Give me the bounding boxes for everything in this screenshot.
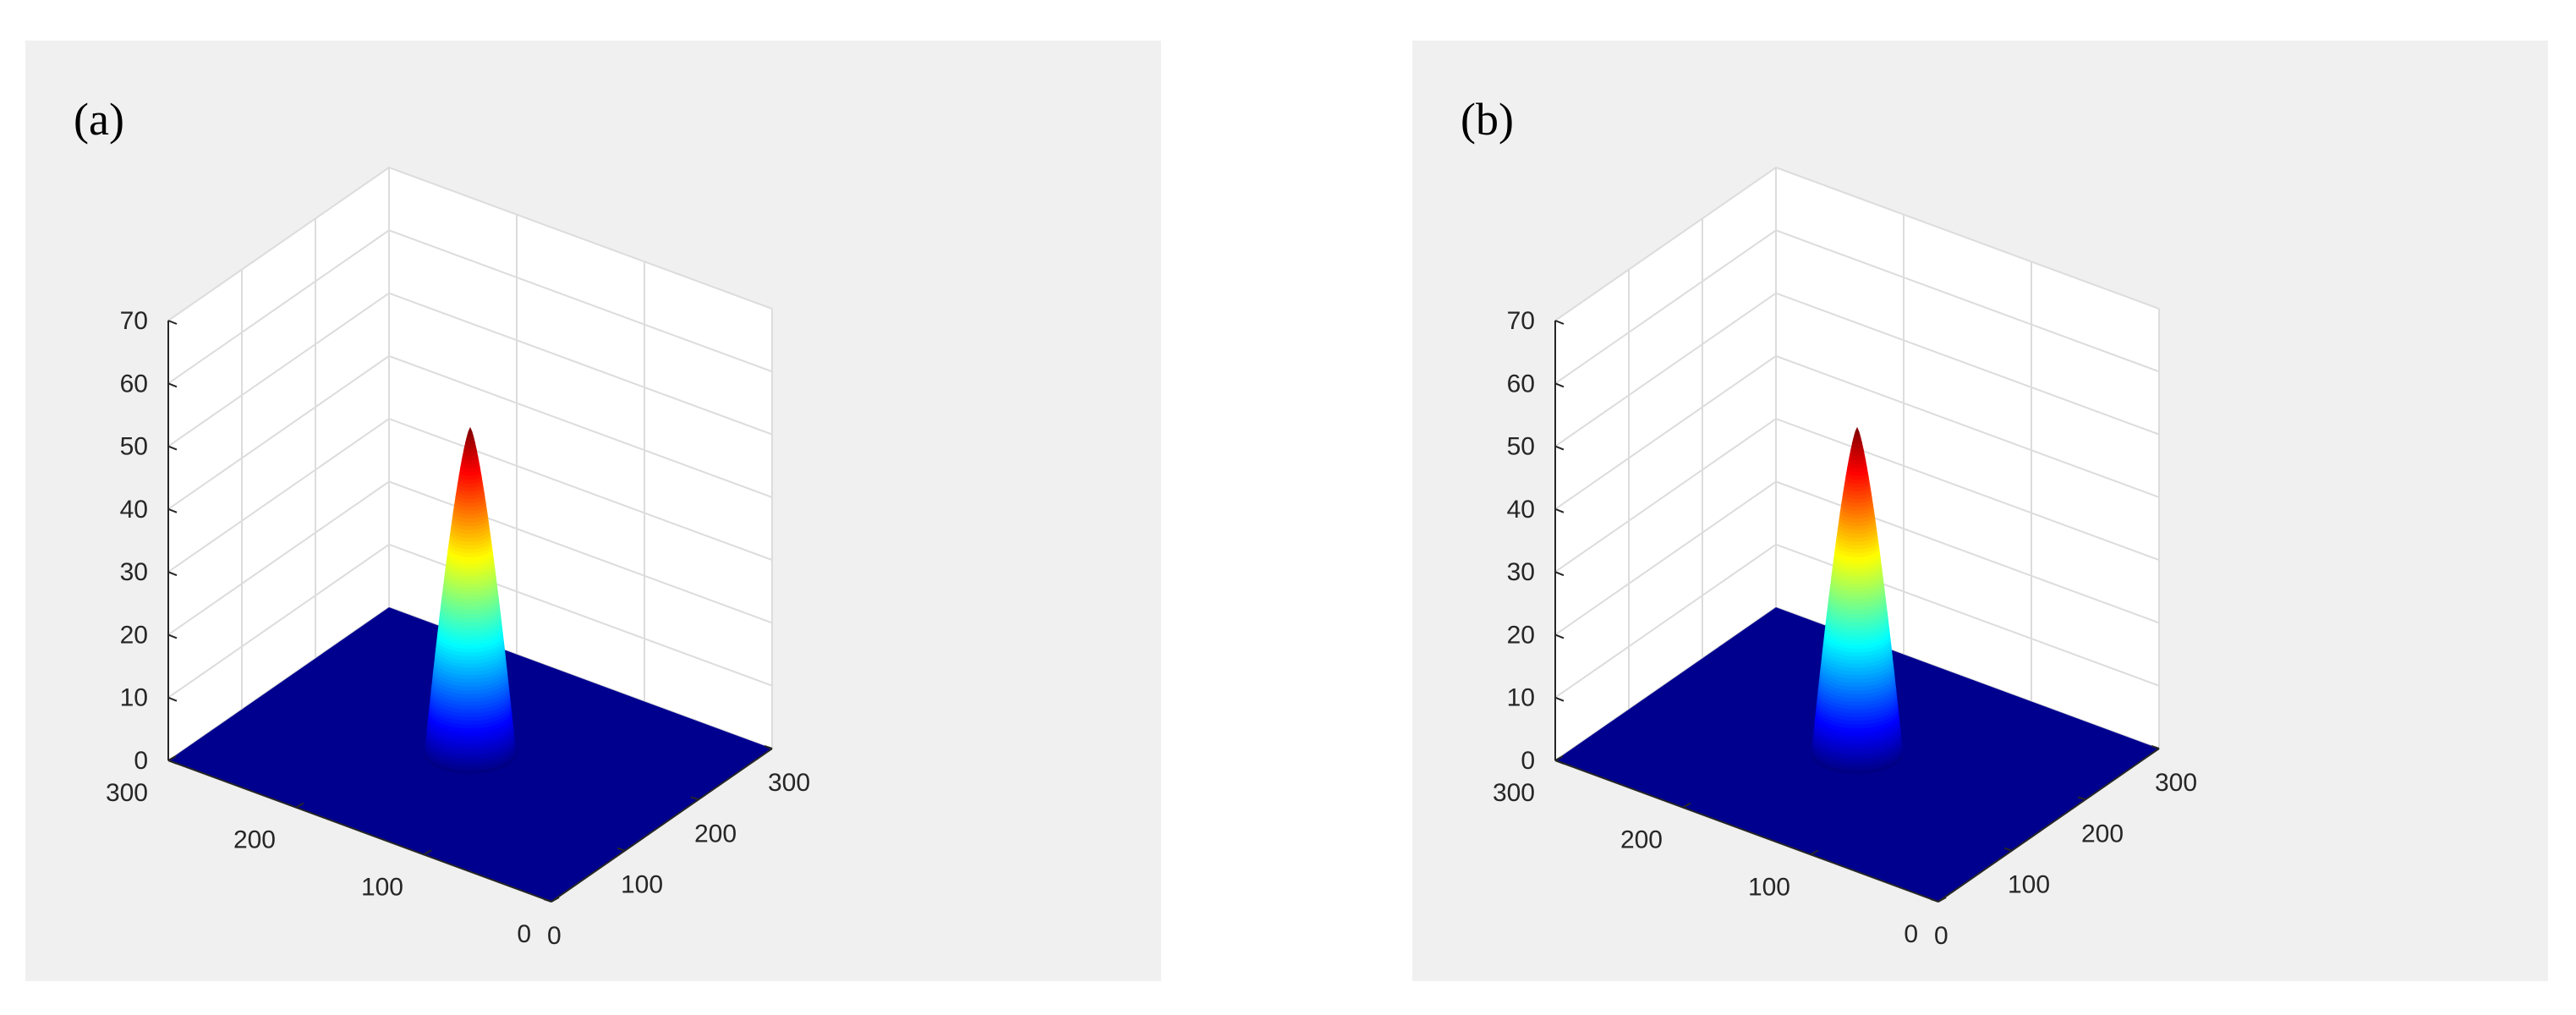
x-tick-label-3: 300 (768, 769, 810, 797)
z-tick (167, 508, 178, 513)
x-tick (690, 796, 699, 801)
z-tick-label-1: 10 (1507, 684, 1535, 712)
x-axis-line (1937, 748, 2160, 903)
y-axis-line (1554, 760, 1939, 903)
x-tick (617, 847, 626, 852)
y-axis-line (167, 760, 552, 903)
surface-plot-a: 0 100 200 300 0 100 200 300 0 10 20 30 40 50 60 70 (106, 166, 810, 950)
z-tick-label-7: 70 (120, 307, 148, 335)
axis-lines (167, 320, 773, 903)
z-tick (1554, 508, 1565, 513)
x-tick-label-1: 100 (621, 871, 663, 899)
z-tick-label-2: 20 (1507, 621, 1535, 649)
x-tick (764, 745, 773, 749)
z-tick-label-6: 60 (120, 370, 148, 398)
axis-lines (1554, 320, 2160, 903)
z-tick (1554, 320, 1565, 325)
surface-plot-b: 0 100 200 300 0 100 200 300 0 10 20 30 40 50 60 70 (1493, 166, 2197, 950)
z-tick (167, 445, 178, 451)
y-tick (1937, 897, 1947, 903)
z-tick-label-3: 30 (1507, 558, 1535, 586)
x-tick-label-1: 100 (2008, 871, 2050, 899)
tick-labels: 0 100 200 300 0 100 200 300 0 10 20 30 40 50 60 70 (1493, 307, 2197, 950)
surface-dome (424, 426, 517, 775)
panel-label-b: (b) (1461, 94, 1514, 145)
z-tick-label-5: 50 (120, 433, 148, 461)
x-tick (1930, 898, 1939, 903)
z-tick-label-0: 0 (1521, 747, 1535, 775)
z-tick (167, 634, 178, 639)
z-tick (1554, 571, 1565, 577)
y-tick-label-2: 200 (233, 826, 276, 854)
grid-lines (167, 166, 773, 761)
z-tick-label-2: 20 (120, 621, 148, 649)
panel-label-a: (a) (74, 94, 124, 145)
y-tick (1810, 849, 1819, 856)
z-tick-label-5: 50 (1507, 433, 1535, 461)
z-tick-label-7: 70 (1507, 307, 1535, 335)
x-tick-label-2: 200 (2081, 820, 2124, 848)
z-tick (167, 571, 178, 577)
y-tick-label-2: 200 (1620, 826, 1663, 854)
tick-labels: 0 100 200 300 0 100 200 300 0 10 20 30 40 50 60 70 (106, 307, 810, 950)
y-tick-label-3: 300 (106, 779, 148, 807)
y-tick (423, 849, 432, 856)
z-tick (1554, 382, 1565, 388)
z-tick-label-4: 40 (1507, 496, 1535, 524)
z-tick-label-4: 40 (120, 496, 148, 524)
surface-dome (1811, 426, 1904, 775)
x-tick-label-3: 300 (2155, 769, 2197, 797)
z-tick-label-6: 60 (1507, 370, 1535, 398)
x-tick (2003, 847, 2013, 852)
x-tick (2077, 796, 2086, 801)
z-tick (1554, 634, 1565, 639)
y-tick-label-1: 100 (1748, 873, 1790, 901)
z-tick-label-3: 30 (120, 558, 148, 586)
surface-plot-panel-a: 0 100 200 300 0 100 200 300 0 10 20 30 40 50 60 70 (a) (25, 41, 1161, 981)
z-tick (1554, 696, 1565, 702)
x-tick-label-2: 200 (694, 820, 737, 848)
z-tick (167, 382, 178, 388)
y-tick-label-1: 100 (361, 873, 403, 901)
z-tick-label-1: 10 (120, 684, 148, 712)
back-wall-xz (168, 167, 389, 760)
x-tick (543, 898, 552, 903)
surface-plot-panel-b: 0 100 200 300 0 100 200 300 0 10 20 30 40 50 60 70 (b) (1412, 41, 2548, 981)
z-tick (167, 320, 178, 325)
y-tick-label-3: 300 (1493, 779, 1535, 807)
y-tick-label-0: 0 (1904, 920, 1918, 948)
y-tick (167, 755, 177, 761)
z-tick (1554, 760, 1565, 765)
z-tick-label-0: 0 (134, 747, 148, 775)
y-tick (551, 897, 560, 903)
y-tick (1682, 802, 1691, 809)
y-tick-label-0: 0 (517, 920, 531, 948)
x-axis-line (551, 748, 773, 903)
z-tick (1554, 445, 1565, 451)
x-tick-label-0: 0 (1934, 922, 1948, 950)
z-tick (167, 696, 178, 702)
y-tick (1554, 755, 1564, 761)
z-tick (167, 760, 178, 765)
x-tick (2151, 745, 2160, 749)
y-tick (295, 802, 304, 809)
x-tick-label-0: 0 (547, 922, 562, 950)
back-wall-xz (1555, 167, 1776, 760)
